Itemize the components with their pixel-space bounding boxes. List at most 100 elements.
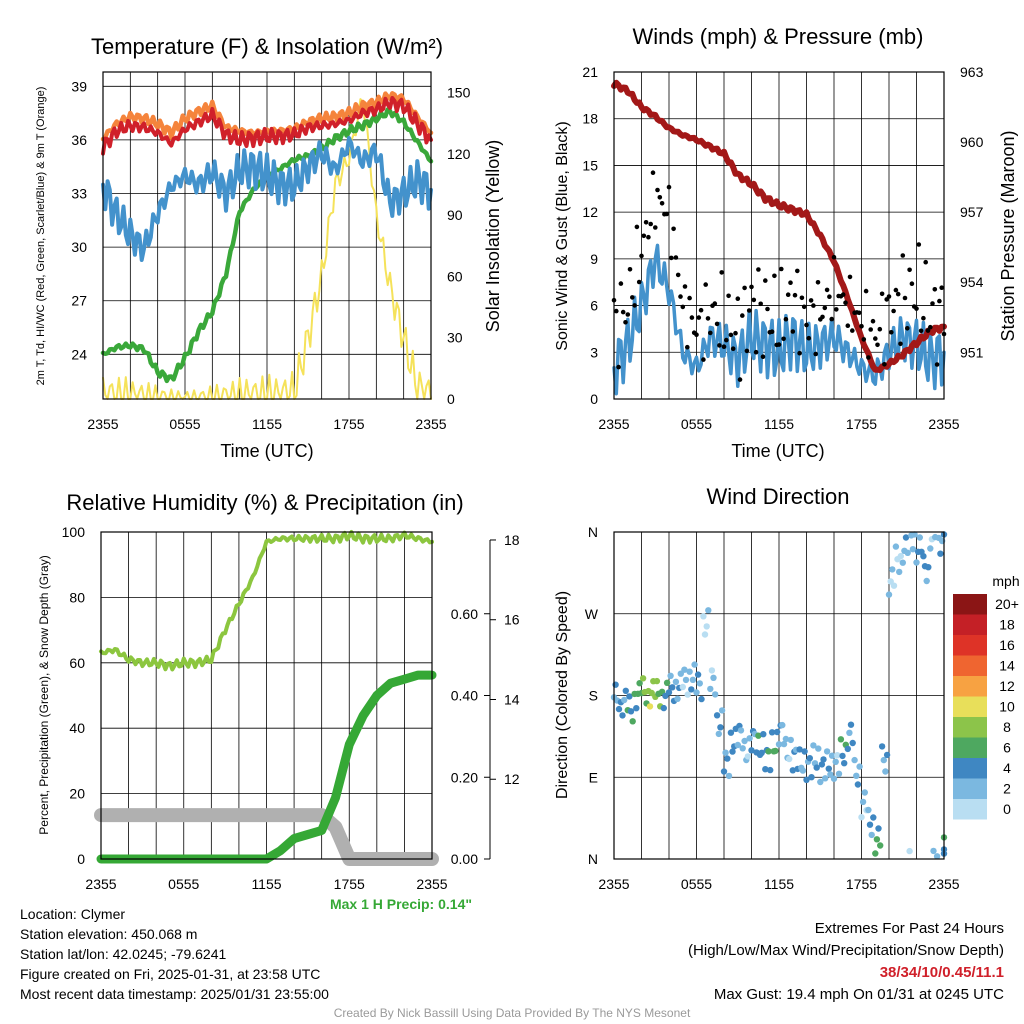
direction-point	[808, 774, 815, 781]
colorbar-tick-label: 8	[1003, 719, 1011, 735]
direction-point	[686, 668, 693, 675]
gust-point	[831, 254, 837, 260]
x-tick-label: 2355	[415, 416, 446, 432]
direction-point	[669, 684, 676, 691]
direction-point	[722, 749, 729, 756]
direction-plot-frame	[613, 531, 945, 860]
y-tick-label: 0	[590, 391, 598, 407]
gust-point	[820, 314, 825, 320]
gust-point	[687, 295, 692, 301]
direction-point	[672, 678, 680, 685]
x-tick-label: 2355	[928, 416, 959, 432]
direction-point	[734, 741, 741, 749]
direction-point	[694, 671, 702, 678]
x-tick-label: 1155	[252, 416, 282, 432]
gust-point	[701, 357, 706, 362]
humidity-tick-labels: 2355 0555 1155 1755 23550204060801000.000.20…	[62, 524, 520, 892]
y-tick-label: 27	[71, 293, 87, 309]
direction-point	[890, 582, 898, 589]
extremes-values: 38/34/10/0.45/11.1	[879, 964, 1004, 981]
gust-point	[689, 315, 695, 320]
gust-point	[891, 308, 896, 314]
direction-point	[858, 814, 865, 821]
direction-point	[870, 814, 877, 821]
y-tick-label: 12	[582, 204, 598, 220]
direction-point	[772, 747, 779, 755]
direction-point	[725, 772, 733, 780]
gust-point	[659, 201, 665, 206]
direction-point	[717, 724, 724, 731]
direction-point	[737, 727, 745, 734]
direction-point	[612, 681, 619, 688]
gust-point	[806, 335, 812, 341]
gust-point	[714, 321, 720, 327]
gust-point	[763, 278, 768, 283]
gust-point	[813, 351, 818, 357]
y-tick-label-right: 0	[447, 391, 455, 407]
direction-point	[873, 836, 881, 843]
y-tick-label-right: 90	[447, 207, 463, 223]
location-text: Location: Clymer	[20, 906, 126, 922]
snow-tick-label: 16	[504, 612, 520, 628]
direction-point	[786, 755, 793, 763]
direction-point	[820, 756, 827, 763]
direction-point	[813, 764, 820, 771]
gust-point	[824, 287, 830, 293]
gust-point	[625, 312, 631, 317]
direction-point	[718, 707, 726, 714]
gust-point	[783, 316, 789, 322]
direction-point	[779, 721, 786, 729]
snow-tick-label: 14	[504, 691, 520, 707]
direction-point	[904, 549, 911, 556]
gust-point	[795, 268, 800, 274]
direction-point	[909, 546, 917, 553]
gust-point	[875, 342, 880, 348]
gust-point	[655, 187, 660, 193]
temperature-plot-frame	[102, 71, 432, 400]
gust-point	[804, 322, 809, 328]
series-rh	[99, 530, 434, 672]
gust-point	[785, 292, 791, 298]
direction-point	[646, 703, 654, 710]
x-tick-label: 1755	[846, 876, 877, 892]
direction-point	[927, 545, 934, 552]
temperature-xlabel: Time (UTC)	[220, 441, 313, 461]
direction-tick-label: N	[588, 851, 598, 867]
colorbar-tick-label: 6	[1003, 740, 1011, 756]
direction-point	[859, 798, 867, 806]
colorbar-tick-label: 10	[999, 699, 1015, 715]
direction-point	[799, 767, 807, 774]
direction-point	[937, 550, 944, 557]
gust-point	[758, 301, 763, 307]
gust-point	[850, 328, 855, 333]
y-tick-label-right: 960	[960, 134, 984, 150]
gust-point	[664, 211, 669, 217]
winds-series	[611, 79, 947, 396]
temperature-tick-labels: 2355 0555 1155 1755 2355 24 27 30 33 36 39 0 30 60 90 1…	[71, 78, 470, 432]
colorbar-tick-label: 0	[1003, 801, 1011, 817]
y-tick-label: 18	[582, 111, 598, 127]
gust-point	[769, 329, 775, 335]
direction-point	[916, 534, 923, 541]
gust-point	[730, 346, 736, 352]
gust-point	[614, 308, 619, 314]
direction-point	[755, 732, 762, 739]
gust-point	[829, 316, 834, 322]
direction-point	[775, 741, 783, 748]
direction-point	[689, 676, 697, 683]
gust-point	[623, 320, 628, 325]
direction-point	[768, 729, 776, 736]
colorbar-swatch	[953, 696, 987, 717]
direction-point	[744, 753, 752, 760]
direction-point	[710, 674, 717, 681]
colorbar-swatch	[953, 737, 987, 758]
direction-point	[854, 781, 862, 788]
gust-point	[733, 330, 738, 336]
direction-point	[933, 853, 941, 860]
direction-point	[765, 748, 772, 755]
speed-colorbar: 20+ 18 16 14 12 10 8 6 4 2 0	[953, 594, 1019, 820]
x-tick-label: 1755	[846, 416, 877, 432]
station-info: Location: Clymer Station elevation: 450.…	[20, 904, 329, 1004]
gust-point	[646, 234, 651, 240]
